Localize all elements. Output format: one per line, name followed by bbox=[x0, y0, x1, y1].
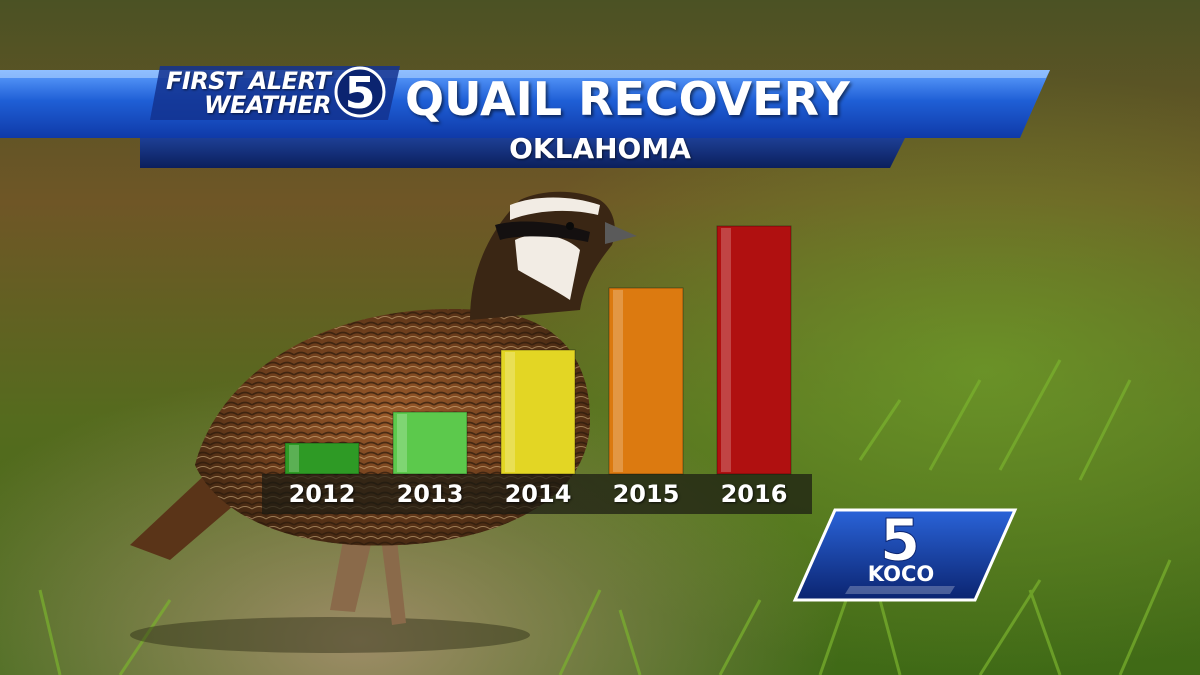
bar-highlight-2013 bbox=[397, 414, 407, 472]
koco-station-name: KOCO bbox=[867, 562, 935, 586]
koco-channel-number: 5 bbox=[880, 506, 920, 574]
chart-title: QUAIL RECOVERY bbox=[405, 72, 850, 126]
bar-2013 bbox=[392, 411, 468, 475]
x-tick-label-2015: 2015 bbox=[612, 480, 680, 508]
x-tick-label-2016: 2016 bbox=[720, 480, 788, 508]
koco-station-logo: 5 bbox=[792, 506, 1018, 602]
title-banner bbox=[0, 66, 1050, 168]
x-tick-label-2014: 2014 bbox=[504, 480, 572, 508]
first-alert-5-icon: 5 bbox=[334, 66, 386, 119]
bar-highlight-2014 bbox=[505, 352, 515, 472]
grass-blades bbox=[38, 359, 1172, 675]
x-tick-label-2013: 2013 bbox=[396, 480, 464, 508]
x-tick-label-2012: 2012 bbox=[288, 480, 356, 508]
brand-weather: WEATHER bbox=[204, 91, 331, 119]
bar-2014 bbox=[500, 349, 576, 475]
bar-highlight-2016 bbox=[721, 228, 731, 472]
brand-first-alert: FIRST ALERT bbox=[166, 67, 331, 95]
bar-2016 bbox=[716, 225, 792, 475]
first-alert-channel-number: 5 bbox=[345, 68, 376, 119]
x-axis-label-strip bbox=[262, 474, 812, 514]
bar-2015 bbox=[608, 287, 684, 475]
chart-bars bbox=[284, 225, 792, 475]
bar-2012 bbox=[284, 442, 360, 475]
chart-subtitle: OKLAHOMA bbox=[509, 132, 691, 165]
bar-highlight-2012 bbox=[289, 445, 299, 472]
bar-highlight-2015 bbox=[613, 290, 623, 472]
